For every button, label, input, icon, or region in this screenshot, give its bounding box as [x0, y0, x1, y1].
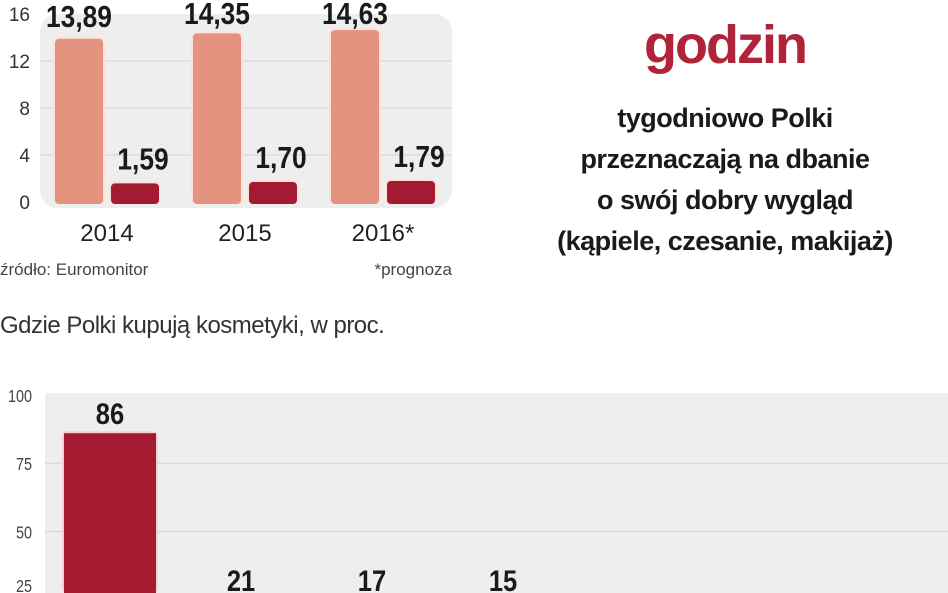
chart1-bar: [331, 30, 379, 204]
headline-line-2: przeznaczają na dbanie: [580, 144, 870, 174]
chart1-data-label: 1,79: [393, 140, 444, 174]
headline-line-3: o swój dobry wygląd: [596, 185, 854, 215]
headline-line-4: (kąpiele, czesanie, makijaż): [557, 226, 893, 256]
headline-big: godzin: [644, 15, 808, 75]
chart1-ytick-label: 12: [9, 52, 30, 73]
chart2-ytick-label: 25: [16, 577, 32, 593]
chart1-ytick-label: 16: [9, 5, 30, 26]
chart1-ytick-label: 4: [19, 146, 30, 167]
forecast-note: *prognoza: [374, 260, 452, 279]
chart2-panel: [45, 393, 948, 593]
chart1-ytick-label: 8: [19, 99, 30, 120]
chart1-ytick-label: 0: [19, 193, 30, 214]
chart2-ytick-label: 50: [16, 523, 32, 543]
chart1-data-label: 13,89: [46, 0, 112, 34]
chart2-data-label: 86: [96, 397, 124, 430]
chart1-bar: [55, 38, 103, 205]
chart2-ytick-label: 100: [8, 387, 32, 407]
chart1-bar: [387, 180, 435, 204]
chart1-bar: [111, 183, 159, 204]
headline-line-1: tygodniowo Polki: [617, 103, 833, 133]
chart1-xtick-label: 2015: [218, 220, 271, 247]
chart1-bar: [193, 33, 241, 205]
chart2-data-label: 17: [358, 564, 386, 593]
chart1-data-label: 1,70: [255, 141, 306, 175]
chart2-title: Gdzie Polki kupują kosmetyki, w proc.: [0, 312, 385, 339]
chart1-xtick-label: 2014: [80, 220, 133, 247]
chart2-data-label: 15: [489, 564, 517, 593]
chart1-data-label: 14,63: [322, 0, 388, 32]
chart1-data-label: 1,59: [117, 142, 168, 176]
chart2-bar: [64, 433, 156, 593]
chart2-data-label: 21: [227, 564, 255, 593]
chart1-xtick-label: 2016*: [352, 220, 415, 247]
source-note: źródło: Euromonitor: [0, 260, 149, 279]
chart1-bar: [249, 182, 297, 204]
chart2-ytick-label: 75: [16, 455, 32, 475]
chart1-data-label: 14,35: [184, 0, 250, 32]
